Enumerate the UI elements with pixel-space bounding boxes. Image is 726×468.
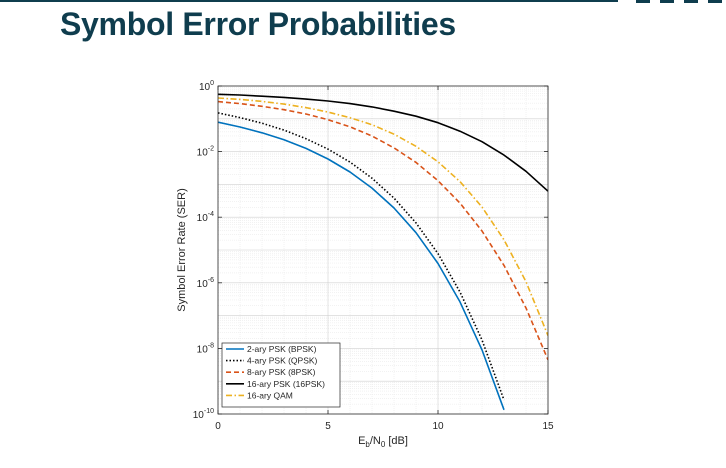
legend-label: 8-ary PSK (8PSK) <box>247 367 316 377</box>
plot-frame <box>217 85 549 415</box>
y-tick-label: 10-4 <box>197 211 214 224</box>
top-rule <box>0 0 618 2</box>
corner-mark <box>708 0 722 3</box>
x-tick-label: 0 <box>215 421 221 432</box>
legend: 2-ary PSK (BPSK) 4-ary PSK (QPSK)8-ary PS… <box>221 342 341 408</box>
x-tick-labels: 0 5 10 15 <box>215 421 554 432</box>
x-axis-label: Eb/N0 [dB] <box>358 435 408 449</box>
x-tick-label: 15 <box>542 421 554 432</box>
y-tick-label: 10-2 <box>197 146 214 159</box>
series-line-3 <box>218 100 548 361</box>
series-line-5 <box>218 97 548 336</box>
ticks <box>217 85 549 415</box>
y-tick-label: 10-10 <box>193 408 214 421</box>
slide-title: Symbol Error Probabilities <box>60 6 456 42</box>
y-tick-labels: 10-10 10-8 10-6 10-4 10-2 100 <box>193 80 214 421</box>
series-line-4 <box>218 93 548 192</box>
legend-label: 4-ary PSK (QPSK) <box>247 356 318 366</box>
series-layer <box>218 93 548 411</box>
series-line-2 <box>218 112 505 401</box>
x-tick-label: 10 <box>432 421 444 432</box>
legend-box <box>221 342 341 408</box>
y-tick-label: 10-6 <box>197 277 214 290</box>
corner-mark <box>636 0 650 3</box>
legend-label: 2-ary PSK (BPSK) <box>247 344 317 354</box>
legend-label: 16-ary PSK (16PSK) <box>247 379 325 389</box>
x-tick-label: 5 <box>325 421 331 432</box>
y-tick-label: 10-8 <box>197 342 214 355</box>
y-axis-label: Symbol Error Rate (SER) <box>176 188 188 311</box>
corner-mark <box>684 0 698 3</box>
legend-label: 16-ary QAM <box>247 390 293 400</box>
y-tick-label: 100 <box>199 80 214 93</box>
series-line-1 <box>218 121 505 411</box>
corner-mark <box>660 0 674 3</box>
